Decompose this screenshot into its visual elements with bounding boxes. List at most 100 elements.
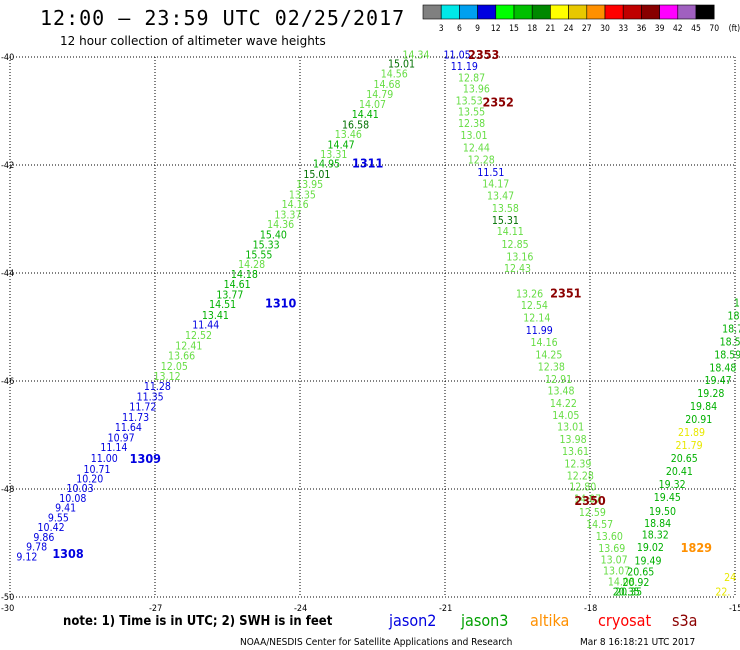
scale-tick-label: 39 [655,24,665,34]
swh-value: 13.66 [168,350,195,362]
legend-item-altika: altika [530,611,569,630]
swh-value: 13.07 [603,565,630,577]
scale-tick-label: 30 [600,24,610,34]
swh-value: 14.11 [497,226,524,238]
swh-value: 11.00 [91,453,118,465]
swh-value: 20.91 [685,414,712,426]
swh-value: 15.40 [260,229,287,241]
swh-value: 13.35 [289,189,316,201]
swh-value: 14.28 [238,259,265,271]
swh-value: 16.58 [342,119,369,131]
footer-note: note: 1) Time is in UTC; 2) SWH is in fe… [63,614,333,629]
swh-value: 13.48 [547,386,574,398]
x-tick-label: -24 [294,604,307,614]
swh-value: 10.08 [59,493,86,505]
swh-value: 15.01 [303,169,330,181]
swh-value: 9.55 [48,512,69,524]
swh-value: 13.37 [274,209,301,221]
swh-value: 13.47 [487,191,514,203]
y-tick-label: -44 [1,269,14,279]
swh-value: 13.16 [506,252,533,264]
swh-value: 13.53 [456,96,483,108]
swh-value: 11.64 [115,422,142,434]
swh-value: 14.57 [586,519,613,531]
color-scale: 3 6 9 12 15 18 21 24 27 30 33 36 39 42 45 70 (ft) [422,4,740,34]
swh-value: 13.95 [296,179,323,191]
swh-value: 19.28 [697,388,724,400]
swh-value: 12.87 [458,72,485,84]
y-tick-label: -50 [1,593,14,603]
footer-credit: NOAA/NESDIS Center for Satellite Applica… [240,637,512,648]
swh-value: 18.7 [722,323,740,335]
scale-tick-label: 70 [709,24,719,34]
swh-value: 12.39 [564,458,591,470]
scale-tick-label: 3 [439,24,444,34]
x-tick-label: -15 [729,604,740,614]
pass-label: 2350 [574,493,605,508]
swh-value: 21.79 [676,440,703,452]
swh-value: 14.18 [231,269,258,281]
swh-value: 14.36 [267,219,294,231]
swh-value: 12.59 [579,507,606,519]
swh-value: 10.97 [108,432,135,444]
swh-value: 18.32 [642,530,669,542]
swh-value: 20.65 [671,453,698,465]
swh-value: 19.02 [637,542,664,554]
scale-tick-label: 21 [546,24,556,34]
pass-label: 1308 [52,546,83,561]
swh-value: 18. [727,310,740,322]
swh-value: 14.16 [282,199,309,211]
swh-value: 12.80 [569,482,596,494]
swh-value: 14.41 [352,109,379,121]
pass-label: 1310 [265,296,296,311]
swh-value: 19.32 [659,479,686,491]
scale-tick-label: 24 [564,24,574,34]
x-tick-label: -21 [439,604,452,614]
swh-value: 12.28 [567,470,594,482]
swh-value: 11.05 [444,50,471,62]
swh-value: 14.07 [359,99,386,111]
swh-value: 20.41 [666,466,693,478]
swh-value: 14.68 [373,79,400,91]
swh-value: 11.14 [100,442,127,454]
scale-tick-label: 9 [475,24,480,34]
swh-value: 11.28 [144,381,171,393]
swh-value: 22. [715,586,730,598]
legend-item-jason2: jason2 [388,611,436,630]
swh-value: 14.61 [224,279,251,291]
swh-value: 12.43 [504,263,531,275]
swh-value: 13.07 [601,555,628,567]
swh-value: 12.52 [185,330,212,342]
swh-value: 14.47 [328,139,355,151]
scale-tick-label: 15 [509,24,519,34]
swh-value: 19.84 [690,401,717,413]
y-tick-label: -42 [1,161,14,171]
swh-value: 10.03 [67,483,94,495]
swh-value: 14.05 [552,410,579,422]
swh-value: 12.38 [458,118,485,130]
swh-value: 14.95 [313,159,340,171]
swh-value: 19.49 [634,556,661,568]
swh-value: 13.41 [202,310,229,322]
swh-value: 13.26 [516,288,543,300]
swh-value: 11.19 [451,61,478,73]
swh-value: 19.45 [654,492,681,504]
swh-value: 20.92 [622,577,649,589]
swh-value: 13.98 [560,434,587,446]
pass-label: 2351 [550,285,581,300]
swh-value: 12.14 [523,313,550,325]
pass-label: 2352 [483,95,514,110]
scale-tick-label: 18 [527,24,537,34]
swh-value: 12.28 [468,154,495,166]
x-tick-label: -30 [1,604,14,614]
swh-value: 9.12 [16,551,37,563]
swh-value: 20.35 [615,586,642,598]
swh-value: 13.69 [598,543,625,555]
swh-value: 15.55 [245,249,272,261]
swh-value: 14.07 [574,494,601,506]
scale-tick-label: (ft) [729,24,740,34]
swh-value: 13.77 [216,289,243,301]
page-subtitle: 12 hour collection of altimeter wave hei… [60,34,326,48]
swh-value: 14.22 [550,398,577,410]
